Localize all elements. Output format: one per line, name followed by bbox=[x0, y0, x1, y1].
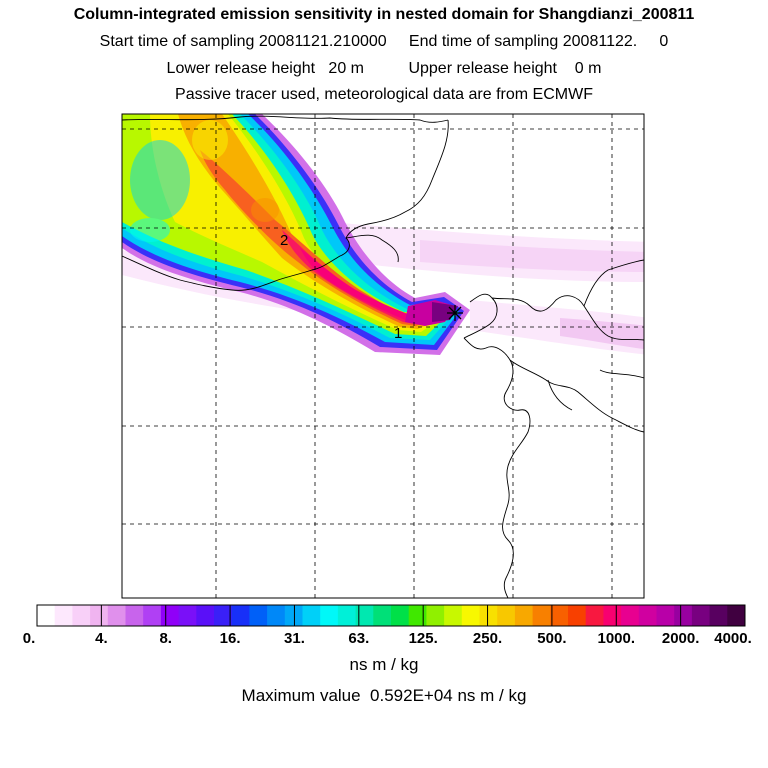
colorbar-cell bbox=[54, 605, 73, 626]
colorbar-cell bbox=[727, 605, 746, 626]
colorbar-cell bbox=[302, 605, 321, 626]
colorbar-cell bbox=[355, 605, 374, 626]
colorbar-tick-label: 250. bbox=[472, 630, 503, 647]
coastline-borders bbox=[122, 115, 644, 598]
release-height-line: Lower release height 20 m Upper release … bbox=[166, 60, 602, 77]
colorbar-cell bbox=[444, 605, 463, 626]
sampling-time-line: Start time of sampling 20081121.210000 E… bbox=[99, 33, 669, 50]
colorbar-tick-label: 1000. bbox=[597, 630, 636, 647]
colorbar-tick-label: 500. bbox=[537, 630, 567, 647]
colorbar-tick-label: 2000. bbox=[661, 630, 700, 647]
tracer-info-line: Passive tracer used, meteorological data… bbox=[175, 86, 593, 103]
colorbar-cell bbox=[125, 605, 144, 626]
colorbar-cell bbox=[656, 605, 675, 626]
colorbar-cell bbox=[231, 605, 250, 626]
colorbar-cell bbox=[214, 605, 233, 626]
colorbar-tick-label: 63. bbox=[348, 630, 370, 647]
colorbar-cell bbox=[638, 605, 657, 626]
colorbar-cell bbox=[479, 605, 498, 626]
trajectory-marker-2: 2 bbox=[280, 232, 288, 249]
colorbar-tick-label: 125. bbox=[408, 630, 438, 647]
colorbar-cell bbox=[426, 605, 445, 626]
plot-title: Column-integrated emission sensitivity i… bbox=[73, 6, 695, 23]
colorbar-cell bbox=[249, 605, 268, 626]
colorbar-cell bbox=[90, 605, 109, 626]
colorbar-cell bbox=[337, 605, 357, 626]
colorbar-cell bbox=[585, 605, 604, 626]
colorbar-cell bbox=[143, 605, 162, 626]
colorbar-cell bbox=[408, 605, 427, 626]
emission-plume bbox=[122, 114, 470, 355]
star-marker bbox=[447, 305, 463, 321]
colorbar-cell bbox=[284, 605, 303, 626]
colorbar-cell bbox=[320, 605, 339, 626]
maximum-value-text: Maximum value 0.592E+04 ns m / kg bbox=[241, 686, 527, 705]
colorbar-cell bbox=[709, 605, 728, 626]
colorbar-cell bbox=[691, 605, 711, 626]
colorbar-cell bbox=[391, 605, 410, 626]
colorbar-tick-label: 31. bbox=[284, 630, 305, 647]
colorbar-tick-label: 0. bbox=[22, 630, 36, 647]
colorbar-frame bbox=[36, 604, 746, 627]
colorbar-cell bbox=[37, 605, 56, 626]
map-frame bbox=[121, 113, 645, 599]
colorbar-cell bbox=[72, 605, 91, 626]
trajectory-marker-1: 1 bbox=[394, 325, 402, 342]
colorbar-cell bbox=[532, 605, 551, 626]
colorbar-cell bbox=[550, 605, 569, 626]
colorbar-tick-label: 4000. bbox=[714, 630, 752, 647]
colorbar-tick-label: 16. bbox=[219, 630, 241, 647]
colorbar-cell bbox=[160, 605, 180, 626]
colorbar-cell bbox=[373, 605, 392, 626]
colorbar-cell bbox=[461, 605, 480, 626]
colorbar-cell bbox=[621, 605, 640, 626]
colorbar-tick-label: 4. bbox=[95, 630, 108, 647]
colorbar-cell bbox=[497, 605, 516, 626]
colorbar-units: ns m / kg bbox=[349, 655, 419, 674]
colorbar-cell bbox=[674, 605, 693, 626]
colorbar-cell bbox=[107, 605, 126, 626]
plume-texture bbox=[130, 120, 279, 242]
colorbar-cell bbox=[603, 605, 622, 626]
colorbar-cell bbox=[568, 605, 587, 626]
colorbar-tick-label: 8. bbox=[159, 630, 172, 647]
colorbar-cell bbox=[178, 605, 197, 626]
lat-lon-grid bbox=[122, 114, 644, 598]
colorbar-cell bbox=[267, 605, 286, 626]
colorbar-cell bbox=[514, 605, 534, 626]
colorbar-cell bbox=[196, 605, 215, 626]
